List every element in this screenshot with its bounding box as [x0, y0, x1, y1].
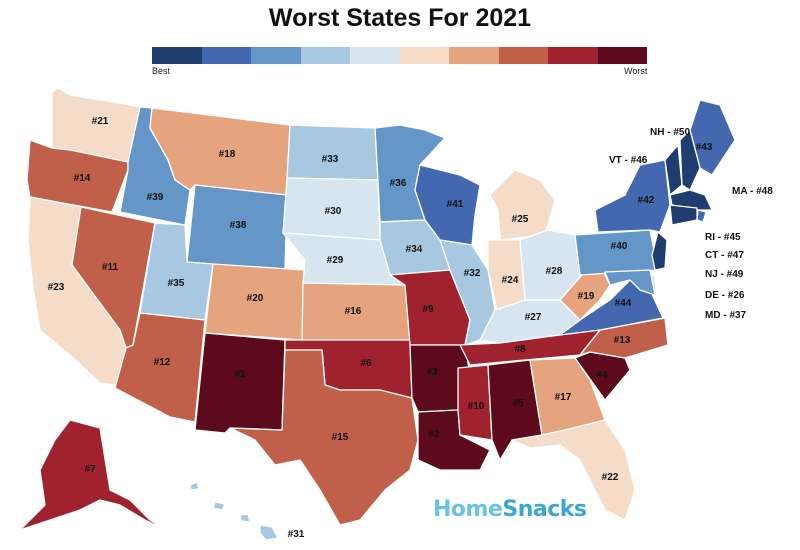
rank-label-il: #32	[464, 268, 481, 279]
homesnacks-logo: HomeSnacks	[433, 497, 587, 522]
state-tx	[229, 349, 419, 526]
legend-swatch	[152, 47, 202, 64]
rank-label-ar: #3	[426, 367, 438, 378]
state-mi	[489, 169, 556, 241]
legend-swatch	[498, 47, 548, 64]
callout-de: DE - #26	[705, 290, 745, 301]
rank-label-hi: #31	[288, 529, 305, 540]
rank-label-ut: #35	[168, 278, 185, 289]
rank-label-nv: #11	[102, 262, 119, 273]
rank-label-tn: #8	[514, 344, 526, 355]
legend-swatch	[300, 47, 350, 64]
logo-snacks-text: Snacks	[502, 497, 587, 522]
rank-label-mo: #9	[422, 304, 434, 315]
rank-label-nd: #33	[322, 154, 339, 165]
rank-label-va: #44	[615, 298, 632, 309]
state-nh	[679, 129, 701, 191]
legend-swatch	[251, 47, 301, 64]
rank-label-wv: #19	[578, 291, 595, 302]
rank-label-id: #39	[147, 192, 164, 203]
rank-label-ne: #29	[327, 255, 344, 266]
rank-label-ok: #6	[360, 358, 372, 369]
state-ak	[19, 419, 166, 531]
rank-label-ak: #7	[84, 464, 96, 475]
rank-label-me: #43	[696, 142, 713, 153]
state-ri	[696, 209, 707, 223]
callout-vt: VT - #46	[609, 155, 648, 166]
rank-label-tx: #15	[332, 432, 349, 443]
color-scale-legend	[152, 47, 647, 64]
state-fl	[511, 419, 636, 521]
rank-label-wa: #21	[92, 116, 109, 127]
callout-ma: MA - #48	[732, 186, 773, 197]
northeast-callouts-layer: NH - #50 VT - #46 MA - #48 RI - #45 CT -…	[609, 127, 773, 321]
rank-label-la: #2	[428, 429, 440, 440]
legend-swatch	[449, 47, 499, 64]
legend-swatch	[350, 47, 400, 64]
rank-label-pa: #40	[611, 241, 628, 252]
callout-nj: NJ - #49	[705, 269, 744, 280]
rank-label-ny: #42	[638, 195, 655, 206]
callout-ct: CT - #47	[705, 250, 744, 261]
legend-worst-label: Worst	[624, 66, 648, 76]
rank-label-sc: #4	[596, 370, 608, 381]
rank-label-ks: #16	[345, 306, 362, 317]
rank-label-in: #24	[502, 275, 519, 286]
rank-label-nm: #1	[234, 369, 246, 380]
state-nd	[286, 124, 379, 181]
legend-swatch	[597, 47, 647, 64]
rank-label-wi: #41	[447, 199, 464, 210]
rank-label-ia: #34	[406, 244, 423, 255]
rank-label-ky: #27	[525, 312, 542, 323]
state-nm	[194, 332, 286, 434]
states-layer	[19, 87, 736, 541]
legend-best-label: Best	[152, 66, 171, 76]
rank-label-wy: #38	[230, 220, 247, 231]
state-pa	[574, 229, 659, 276]
rank-label-sd: #30	[325, 206, 342, 217]
rank-label-co: #20	[247, 293, 264, 304]
rank-label-al: #5	[512, 398, 524, 409]
callout-ri: RI - #45	[705, 232, 741, 243]
callout-nh: NH - #50	[650, 127, 690, 138]
state-hi	[189, 481, 279, 541]
state-nj	[651, 231, 668, 271]
rank-label-mi: #25	[512, 214, 529, 225]
map-title: Worst States For 2021	[268, 4, 532, 32]
state-ct	[669, 204, 698, 226]
rank-label-fl: #22	[602, 472, 619, 483]
logo-home-text: Home	[433, 497, 503, 522]
rank-label-oh: #28	[546, 266, 563, 277]
callout-md: MD - #37	[705, 310, 747, 321]
rank-label-ca: #23	[48, 282, 65, 293]
legend-swatch	[201, 47, 251, 64]
rank-labels-layer: #21 #14 #23 #11 #39 #18 #38 #35 #12 #20 #1 #33 #30 #2…	[48, 116, 713, 540]
rank-label-ga: #17	[555, 392, 572, 403]
legend-swatch	[548, 47, 598, 64]
state-az	[114, 312, 206, 423]
rank-label-mt: #18	[219, 149, 236, 160]
state-md	[604, 269, 656, 296]
rank-label-or: #14	[74, 173, 91, 184]
state-ms	[457, 364, 493, 441]
state-ny	[594, 159, 671, 233]
rank-label-nc: #13	[614, 335, 631, 346]
legend-swatch	[399, 47, 449, 64]
rank-label-az: #12	[154, 357, 171, 368]
rank-label-mn: #36	[390, 178, 407, 189]
rank-label-ms: #10	[468, 401, 485, 412]
